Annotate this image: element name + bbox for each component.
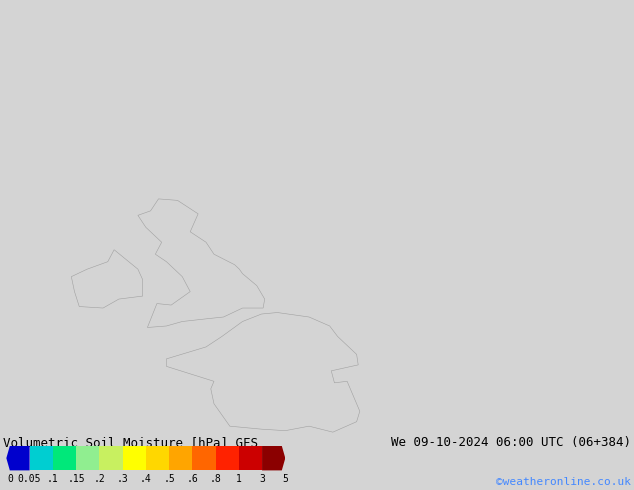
Polygon shape	[100, 446, 122, 470]
Polygon shape	[53, 446, 76, 470]
Polygon shape	[239, 446, 262, 470]
Text: .2: .2	[93, 474, 105, 484]
Polygon shape	[71, 250, 143, 308]
Text: 5: 5	[282, 474, 288, 484]
Text: .1: .1	[47, 474, 59, 484]
Polygon shape	[138, 199, 265, 327]
Text: .5: .5	[163, 474, 175, 484]
Polygon shape	[146, 446, 169, 470]
Text: 1: 1	[236, 474, 242, 484]
Text: .4: .4	[140, 474, 152, 484]
Text: 0.05: 0.05	[18, 474, 41, 484]
Polygon shape	[216, 446, 239, 470]
Text: .15: .15	[67, 474, 85, 484]
Text: We 09-10-2024 06:00 UTC (06+384): We 09-10-2024 06:00 UTC (06+384)	[391, 437, 631, 449]
Polygon shape	[76, 446, 100, 470]
Text: 3: 3	[259, 474, 265, 484]
Text: .6: .6	[186, 474, 198, 484]
Text: ©weatheronline.co.uk: ©weatheronline.co.uk	[496, 477, 631, 487]
Text: Volumetric Soil Moisture [hPa] GFS: Volumetric Soil Moisture [hPa] GFS	[3, 437, 258, 449]
Text: 0: 0	[7, 474, 13, 484]
Polygon shape	[262, 446, 285, 470]
Polygon shape	[30, 446, 53, 470]
Text: .8: .8	[210, 474, 221, 484]
Polygon shape	[166, 313, 360, 432]
Polygon shape	[122, 446, 146, 470]
Polygon shape	[192, 446, 216, 470]
Text: .3: .3	[117, 474, 129, 484]
Polygon shape	[169, 446, 192, 470]
Polygon shape	[6, 446, 30, 470]
